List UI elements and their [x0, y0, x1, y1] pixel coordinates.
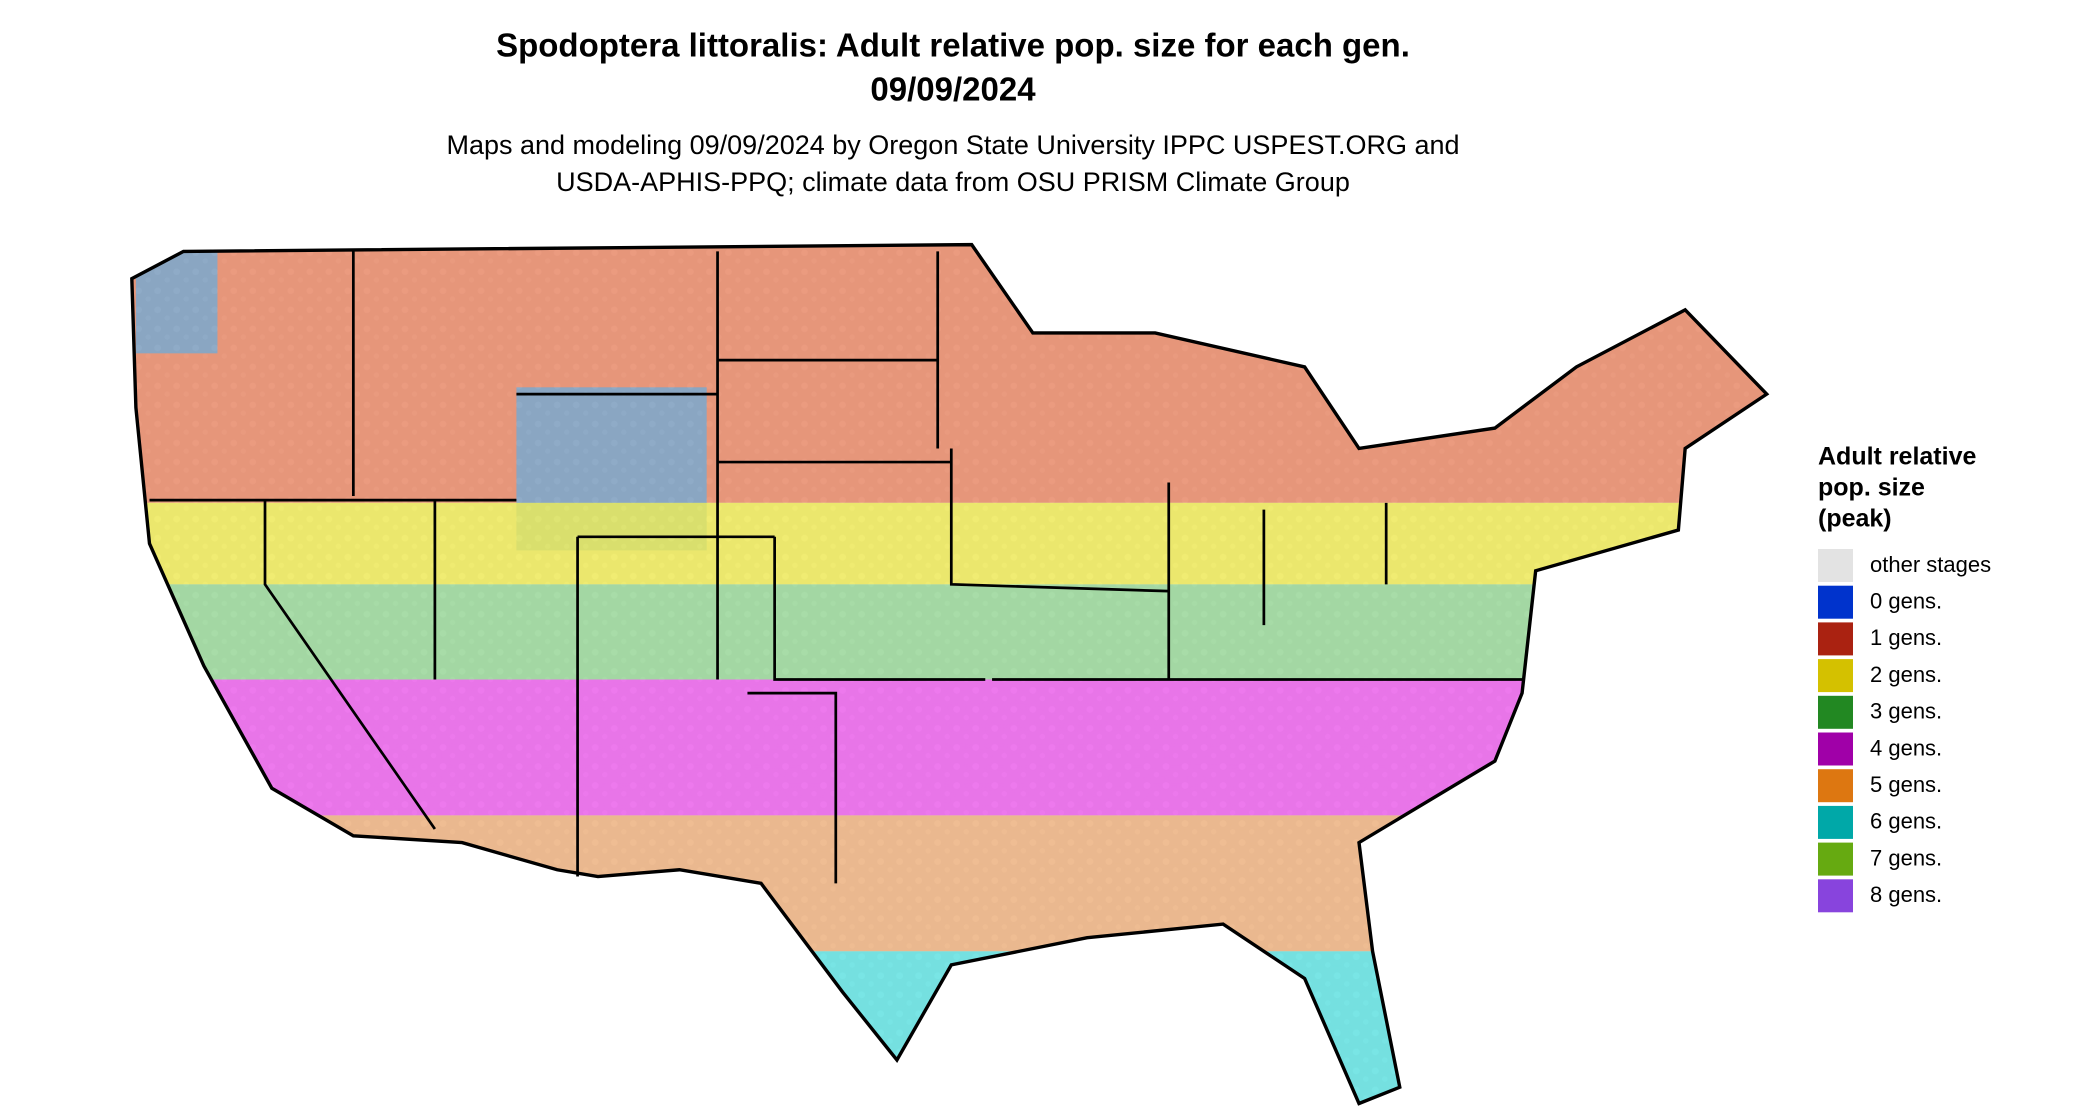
legend-label: 4 gens.	[1870, 735, 1942, 760]
legend-swatch	[1818, 549, 1853, 582]
legend-swatch	[1818, 695, 1853, 729]
legend-swatch	[1818, 585, 1853, 619]
legend-label: 6 gens.	[1870, 809, 1942, 834]
title: Spodoptera littoralis: Adult relative po…	[496, 27, 1410, 64]
legend: other stages 0 gens. 1 gens. 2 gens. 3 gens.…	[1818, 549, 1991, 913]
legend-swatch	[1818, 622, 1853, 656]
legend-label: 2 gens.	[1870, 662, 1942, 687]
legend-label: 7 gens.	[1870, 845, 1942, 870]
title: 09/09/2024	[870, 71, 1036, 108]
legend-label: 1 gens.	[1870, 625, 1942, 650]
legend-swatch	[1818, 732, 1853, 766]
legend-swatch	[1818, 659, 1853, 693]
legend-label: 3 gens.	[1870, 699, 1942, 724]
legend-label: other stages	[1870, 552, 1991, 577]
legend-title: pop. size	[1818, 474, 1925, 502]
legend-swatch	[1818, 769, 1853, 803]
legend-label: 8 gens.	[1870, 882, 1942, 907]
legend-swatch	[1818, 842, 1853, 876]
legend-title: Adult relative	[1818, 443, 1976, 471]
legend-swatch	[1818, 805, 1853, 839]
map	[130, 242, 1770, 1106]
subtitle: Maps and modeling 09/09/2024 by Oregon S…	[446, 130, 1459, 160]
legend-label: 5 gens.	[1870, 772, 1942, 797]
subtitle: USDA-APHIS-PPQ; climate data from OSU PR…	[556, 167, 1350, 197]
legend-label: 0 gens.	[1870, 589, 1942, 614]
legend-title: (peak)	[1818, 505, 1892, 533]
legend-swatch	[1818, 879, 1853, 913]
